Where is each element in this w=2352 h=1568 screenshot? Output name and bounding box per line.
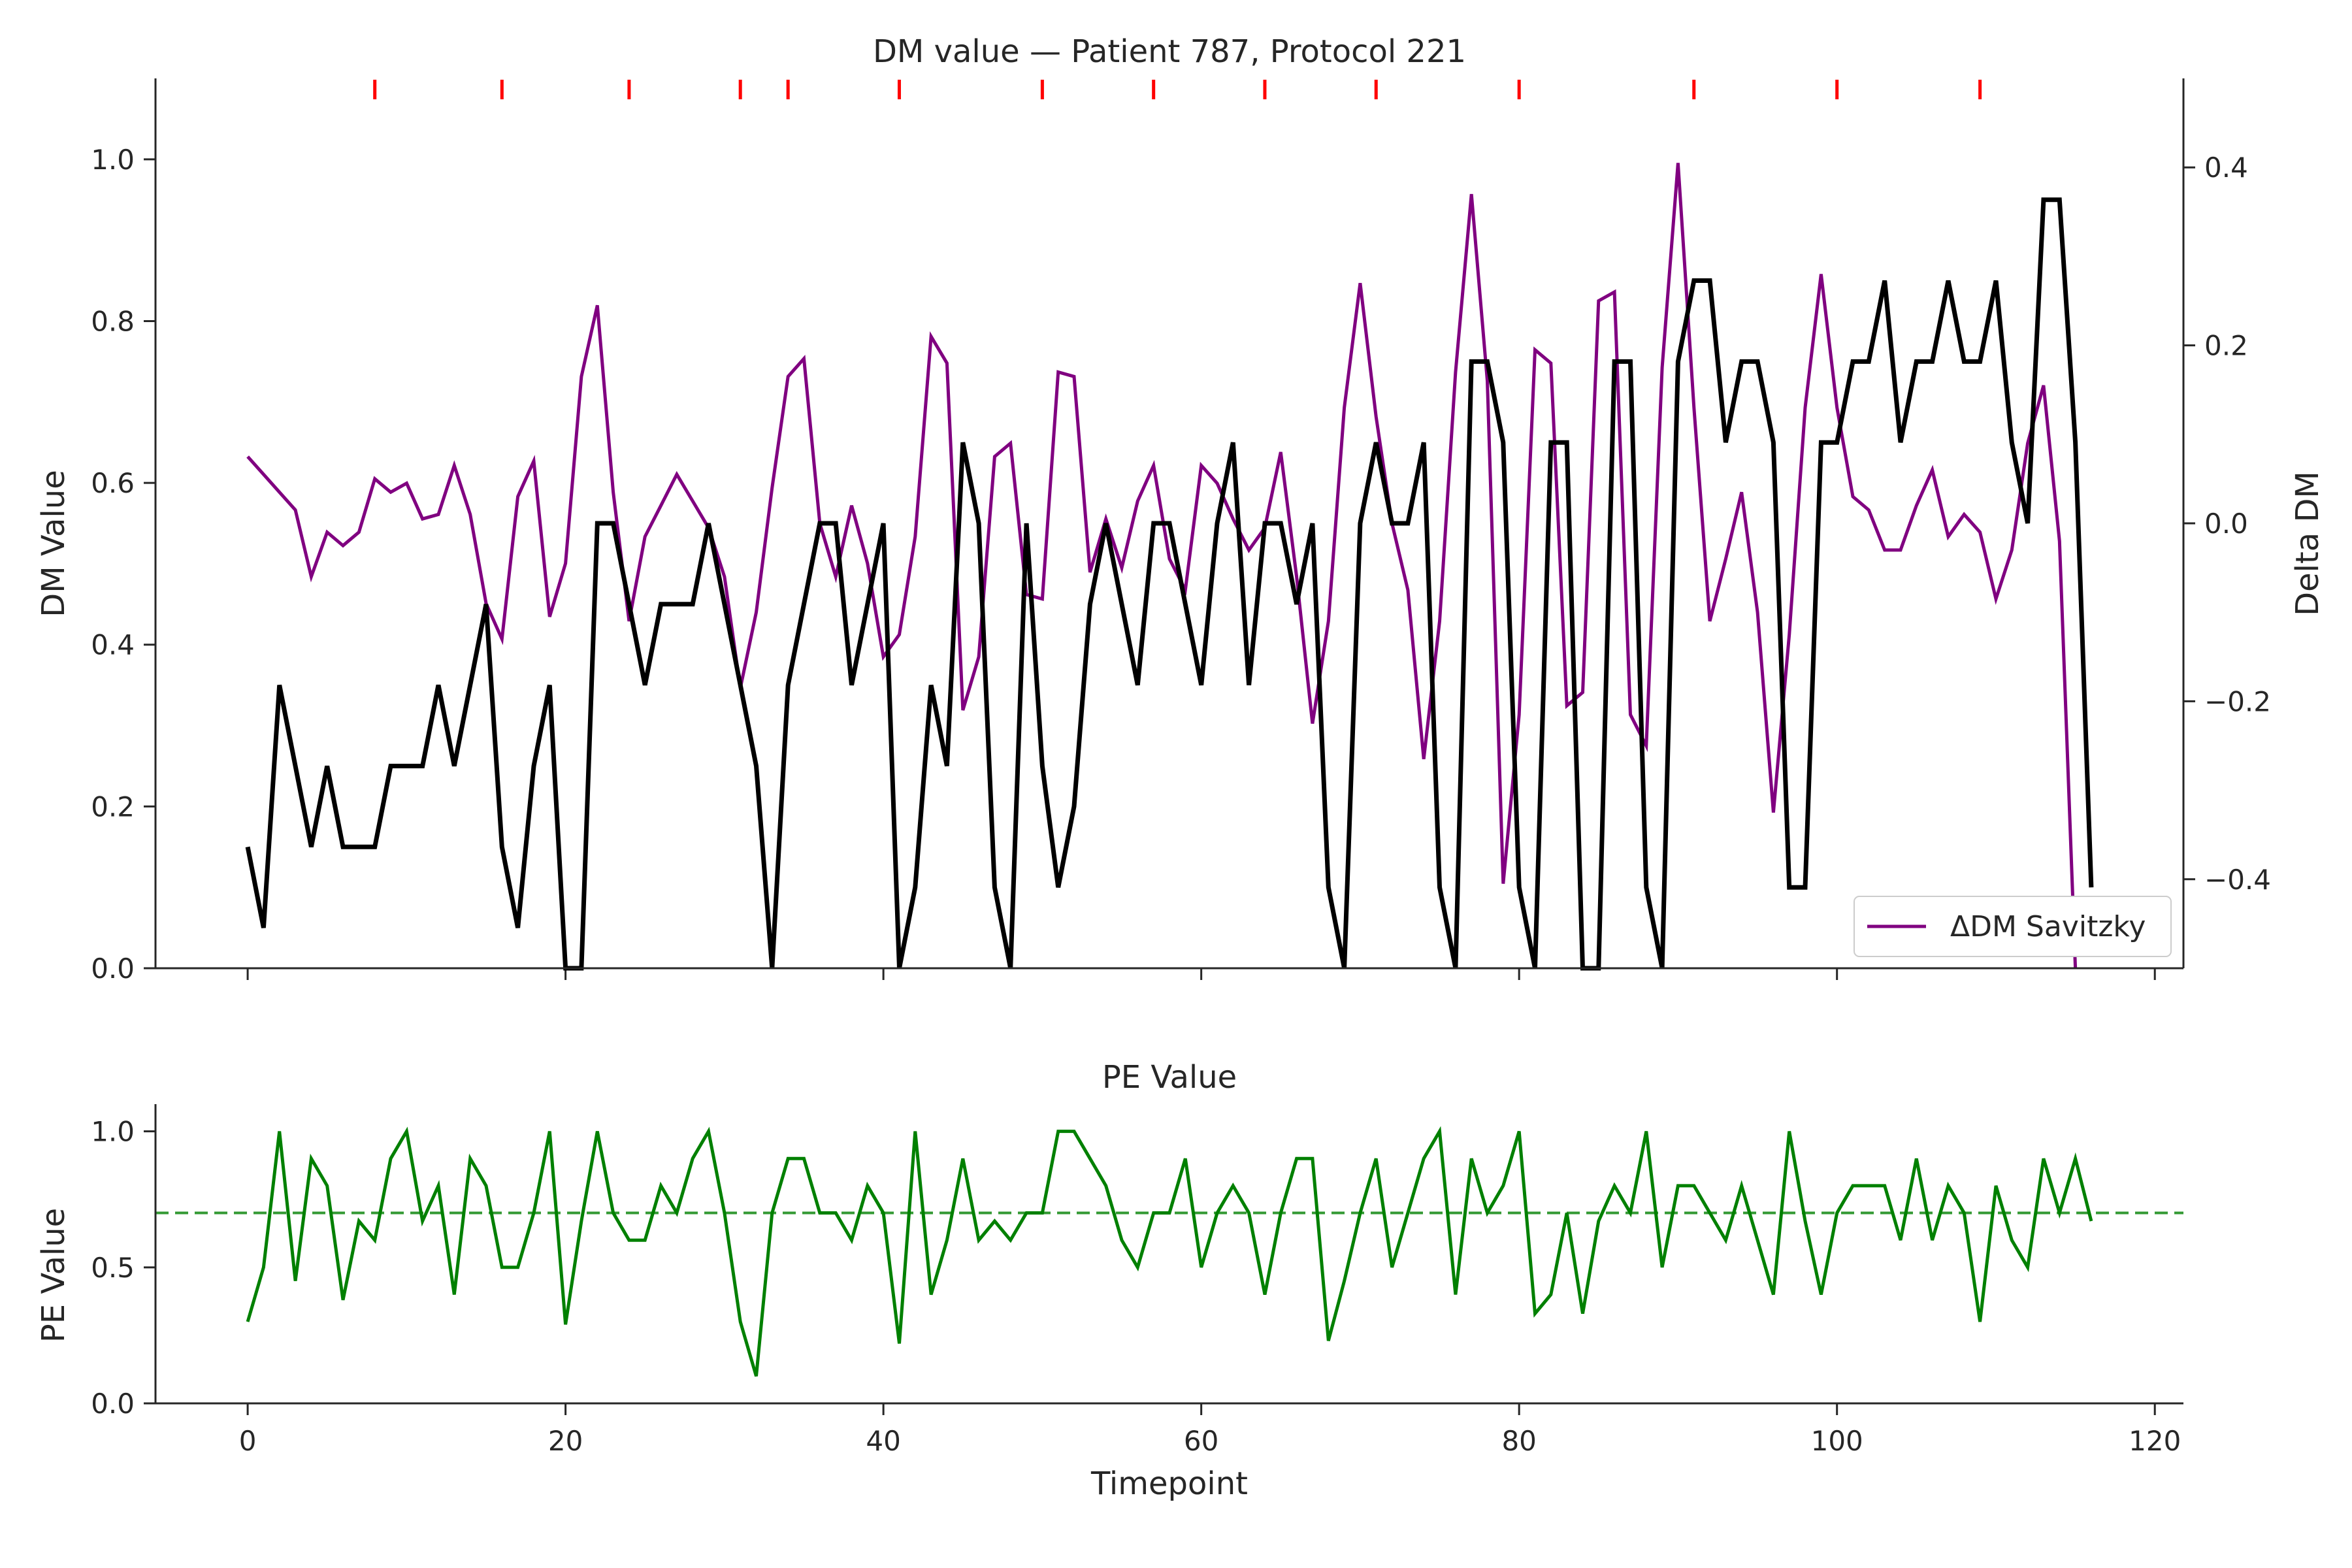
pe-chart-title: PE Value [1102,1059,1237,1096]
dm-series-group [245,163,2094,971]
pe-y-tick-label: 0.5 [91,1252,135,1284]
dm-y-tick-label: 0.8 [91,305,135,337]
pe-chart: PE Value PE Value Timepoint 0.0 0.5 1.0 0 2… [35,1059,2183,1502]
pe-y-tick-label: 0.0 [91,1388,135,1420]
pe-x-tick-label: 100 [1811,1425,1863,1457]
pe-x-ticks: 0 20 40 60 80 100 120 [239,1403,2181,1457]
dm-y-tick-label: 1.0 [91,144,135,176]
delta-dm-y-tick-label: −0.2 [2204,685,2271,717]
delta-dm-y-tick-label: −0.4 [2204,864,2271,896]
dm-y-ticks: 0.0 0.2 0.4 0.6 0.8 1.0 [91,144,155,985]
dm-chart-title: DM value — Patient 787, Protocol 221 [873,33,1466,70]
pe-x-tick-label: 40 [866,1425,900,1457]
pe-y-axis-label: PE Value [35,1208,72,1343]
delta-dm-y-tick-label: 0.2 [2204,330,2248,362]
delta-dm-y-ticks: −0.4 −0.2 0.0 0.2 0.4 [2183,152,2271,896]
dm-y-tick-label: 0.2 [91,791,135,823]
pe-value-series-line [246,1126,2093,1377]
pe-y-ticks: 0.0 0.5 1.0 [91,1116,155,1420]
dm-y-axis-label: DM Value [35,470,72,617]
pe-x-tick-label: 20 [548,1425,583,1457]
delta-dm-y-tick-label: 0.4 [2204,152,2248,184]
delta-dm-savitzky-series-line [246,163,2078,969]
dm-x-ticks [246,968,2156,980]
pe-y-tick-label: 1.0 [91,1116,135,1148]
pe-x-tick-label: 60 [1184,1425,1218,1457]
delta-dm-y-tick-label: 0.0 [2204,508,2248,540]
dm-y-tick-label: 0.0 [91,953,135,985]
legend-label-delta-dm: ΔDM Savitzky [1950,910,2146,943]
dm-y-tick-label: 0.4 [91,629,135,661]
dm-value-series-line [245,197,2094,971]
delta-dm-y-axis-label: Delta DM [2289,471,2326,616]
dm-chart: DM value — Patient 787, Protocol 221 DM … [35,33,2326,985]
legend-box [1854,896,2172,957]
pe-x-tick-label: 120 [2129,1425,2181,1457]
pe-series-group [246,1126,2093,1377]
pe-x-tick-label: 0 [239,1425,257,1457]
legend: ΔDM Savitzky [1854,896,2172,957]
dm-y-tick-label: 0.6 [91,467,135,499]
event-markers [373,80,1982,99]
timepoint-x-axis-label: Timepoint [1090,1465,1248,1502]
pe-x-tick-label: 80 [1501,1425,1536,1457]
